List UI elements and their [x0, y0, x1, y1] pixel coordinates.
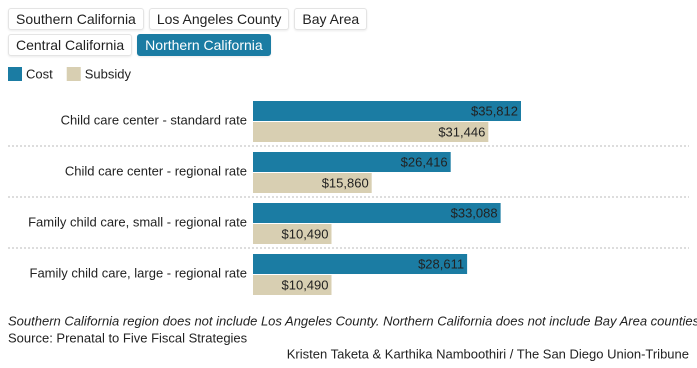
- bar: [253, 254, 468, 274]
- category-label: Child care center - standard rate: [61, 112, 247, 127]
- region-tab[interactable]: Northern California: [137, 34, 271, 56]
- region-tab[interactable]: Southern California: [8, 8, 144, 30]
- region-tab[interactable]: Bay Area: [294, 8, 368, 30]
- value-label: $31,446: [438, 124, 485, 139]
- bar: [253, 101, 521, 121]
- bar: [253, 122, 489, 142]
- value-label: $10,490: [282, 226, 329, 241]
- value-label: $10,490: [282, 277, 329, 292]
- source: Source: Prenatal to Five Fiscal Strategi…: [8, 330, 248, 345]
- value-label: $26,416: [401, 154, 448, 169]
- legend-swatch: [8, 67, 22, 81]
- footnote: Southern California region does not incl…: [8, 313, 697, 328]
- tab-bar: Southern California Los Angeles County Bay…: [8, 8, 398, 56]
- value-label: $35,812: [471, 103, 518, 118]
- legend-label: Subsidy: [85, 66, 132, 81]
- value-label: $33,088: [451, 205, 498, 220]
- legend-label: Cost: [26, 66, 53, 81]
- bar: [253, 275, 332, 295]
- credit: Kristen Taketa & Karthika Namboothiri / …: [287, 346, 689, 361]
- bar: [253, 152, 451, 172]
- region-tab[interactable]: Los Angeles County: [148, 8, 290, 30]
- value-label: $28,611: [418, 256, 464, 271]
- category-label: Family child care, large - regional rate: [30, 265, 247, 280]
- bar: [253, 224, 332, 244]
- category-label: Child care center - regional rate: [65, 163, 247, 178]
- value-label: $15,860: [322, 175, 369, 190]
- bar: [253, 203, 501, 223]
- legend-swatch: [66, 67, 81, 81]
- region-tab[interactable]: Central California: [8, 34, 133, 56]
- category-label: Family child care, small - regional rate: [28, 214, 247, 229]
- bar: [253, 173, 372, 193]
